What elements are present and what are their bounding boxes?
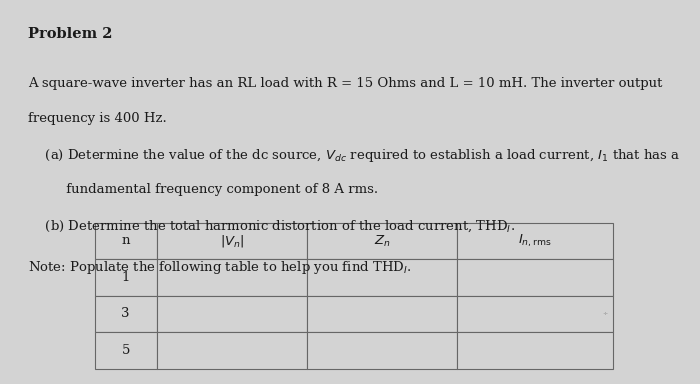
Bar — [94, 259, 157, 296]
Text: n: n — [121, 235, 130, 247]
Text: (b) Determine the total harmonic distortion of the load current, THD$_I$.: (b) Determine the total harmonic distort… — [28, 218, 515, 233]
Bar — [457, 332, 612, 369]
Bar — [94, 296, 157, 332]
Bar — [157, 223, 307, 259]
Bar — [307, 259, 457, 296]
Bar — [307, 223, 457, 259]
Text: frequency is 400 Hz.: frequency is 400 Hz. — [28, 112, 167, 125]
Bar — [157, 259, 307, 296]
Bar — [157, 332, 307, 369]
Bar — [157, 296, 307, 332]
Bar — [457, 296, 612, 332]
Bar — [307, 296, 457, 332]
Bar — [457, 223, 612, 259]
Bar — [457, 259, 612, 296]
Text: 3: 3 — [121, 308, 130, 320]
Text: fundamental frequency component of 8 A rms.: fundamental frequency component of 8 A r… — [28, 183, 378, 196]
Text: $|V_n|$: $|V_n|$ — [220, 233, 244, 249]
Text: 1: 1 — [121, 271, 130, 284]
Text: 5: 5 — [121, 344, 130, 357]
Text: Problem 2: Problem 2 — [28, 27, 113, 41]
Text: A square-wave inverter has an RL load with R = 15 Ohms and L = 10 mH. The invert: A square-wave inverter has an RL load wi… — [28, 77, 662, 90]
Text: Note: Populate the following table to help you find THD$_I$.: Note: Populate the following table to he… — [28, 259, 412, 276]
Bar — [94, 332, 157, 369]
Text: $Z_n$: $Z_n$ — [374, 233, 391, 248]
Text: $I_{n,\mathrm{rms}}$: $I_{n,\mathrm{rms}}$ — [518, 233, 552, 249]
Bar — [94, 223, 157, 259]
Text: (a) Determine the value of the dc source, $V_{dc}$ required to establish a load : (a) Determine the value of the dc source… — [28, 147, 680, 164]
Text: $\div$: $\div$ — [603, 311, 609, 317]
Bar — [307, 332, 457, 369]
